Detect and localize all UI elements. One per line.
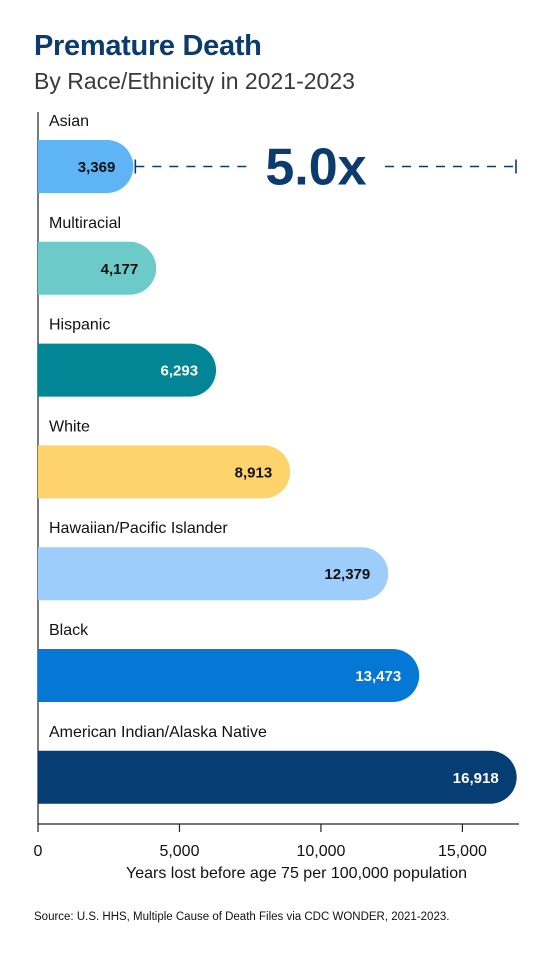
value-label: 6,293 [161, 363, 199, 380]
chart-title: Premature Death [34, 30, 262, 62]
x-tick-label: 10,000 [296, 843, 345, 860]
category-label: Hispanic [49, 317, 110, 334]
source-note: Source: U.S. HHS, Multiple Cause of Deat… [34, 911, 450, 923]
x-tick-label: 15,000 [438, 843, 487, 860]
chart-subtitle: By Race/Ethnicity in 2021-2023 [34, 68, 355, 94]
value-label: 16,918 [453, 770, 499, 787]
bar-chart: Asian 3,369 Multiracial 4,177 Hispanic 6,293 W… [34, 112, 519, 882]
category-label: White [49, 418, 90, 435]
value-label: 8,913 [235, 464, 273, 481]
bar-7 [38, 750, 517, 804]
category-label: Asian [49, 113, 89, 130]
bar-3 [38, 343, 217, 397]
bar-5 [38, 547, 389, 601]
ratio-annotation: 5.0x [265, 139, 366, 197]
value-label: 3,369 [78, 159, 116, 176]
category-label: American Indian/Alaska Native [49, 724, 267, 741]
category-label: Hawaiian/Pacific Islander [49, 520, 228, 537]
value-label: 12,379 [324, 566, 370, 583]
bar-1 [38, 140, 134, 193]
category-label: Multiracial [49, 215, 121, 232]
x-tick-label: 0 [34, 843, 43, 860]
bar-2 [38, 241, 157, 295]
x-tick-label: 5,000 [159, 843, 199, 860]
x-axis-title: Years lost before age 75 per 100,000 pop… [126, 865, 467, 882]
bar-4 [38, 445, 291, 499]
value-label: 13,473 [355, 668, 401, 685]
bar-6 [38, 649, 420, 702]
value-label: 4,177 [101, 261, 139, 278]
category-label: Black [49, 622, 89, 639]
